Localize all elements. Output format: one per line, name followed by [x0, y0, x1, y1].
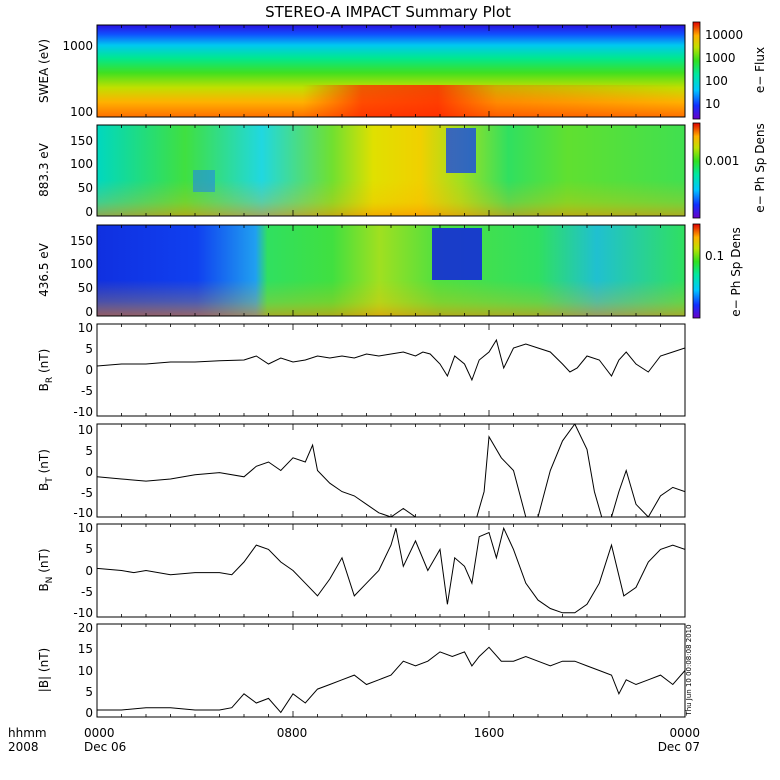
timestamp: Thu Jun 10 00:08:08 2010 [685, 624, 693, 716]
swea-hot-band [97, 85, 685, 117]
pad436-colorbar [692, 223, 701, 319]
pad883-ytick: 50 [78, 181, 93, 195]
x-tick-label: 0000 [669, 726, 700, 740]
bmag-line [97, 646, 685, 714]
pad436-dropout [432, 228, 482, 280]
bn-ylabel-main: B [37, 583, 51, 591]
bt-ytick: 0 [85, 465, 93, 479]
bn-ylabel: BN (nT) [37, 548, 55, 591]
bt-ytick: -10 [73, 506, 93, 520]
swea-ytick: 1000 [62, 39, 93, 53]
br-ytick: 10 [78, 321, 93, 335]
pad436-ylabel: 436.5 eV [37, 242, 51, 297]
line-yticks: 10 5 0 -5 -10 10 5 0 -5 -10 10 5 0 -5 -1… [73, 321, 93, 720]
bmag-ylabel: |B| (nT) [37, 648, 51, 692]
bt-panel: BT (nT) [37, 423, 686, 518]
bmag-ytick: 5 [85, 685, 93, 699]
swea-ylabel: SWEA (eV) [37, 39, 51, 103]
bt-frame [96, 423, 686, 518]
pad436-ytick: 50 [78, 281, 93, 295]
pad883-ytick: 100 [70, 157, 93, 171]
pad436-ytick: 0 [85, 305, 93, 319]
bn-ytick: -10 [73, 606, 93, 620]
x-date-label: Dec 07 [658, 740, 700, 754]
axis-ticks [96, 25, 686, 717]
br-ylabel-unit: (nT) [37, 349, 51, 377]
swea-cbar-tick: 100 [705, 74, 728, 88]
x-axis-labels: hhmm 2008 0000 0800 1600 0000 Dec 06 Dec… [8, 726, 700, 754]
pad883-panel: 883.3 eV 150 100 50 0 0.001 e− Ph Sp Den… [37, 122, 767, 219]
swea-colorbar [692, 21, 701, 120]
chart-title: STEREO-A IMPACT Summary Plot [265, 3, 511, 21]
pad436-low-pa-band [97, 280, 685, 316]
bt-ylabel-sub: T [45, 477, 55, 484]
pad883-ylabel: 883.3 eV [37, 142, 51, 197]
bn-ylabel-sub: N [45, 577, 55, 584]
bt-ylabel-main: B [37, 483, 51, 491]
pad436-panel: 436.5 eV 150 100 50 0 0.1 e− Ph Sp Dens [37, 223, 743, 319]
swea-panel: SWEA (eV) 1000 100 10000 1000 100 10 e− … [37, 21, 767, 120]
bn-ytick: 10 [78, 521, 93, 535]
pad883-colorbar [692, 122, 701, 219]
bn-ytick: 0 [85, 564, 93, 578]
bt-ytick: 10 [78, 423, 93, 437]
br-line [97, 338, 685, 382]
data-lines [97, 338, 685, 714]
br-ytick: 0 [85, 363, 93, 377]
x-date-label: Dec 06 [84, 740, 126, 754]
bn-ytick: 5 [85, 542, 93, 556]
swea-ytick: 100 [70, 105, 93, 119]
bt-ylabel-unit: (nT) [37, 449, 51, 477]
bmag-frame [96, 623, 686, 718]
bn-line [97, 526, 685, 614]
br-ylabel: BR (nT) [37, 349, 55, 392]
bt-ytick: 5 [85, 444, 93, 458]
bt-ylabel: BT (nT) [37, 449, 55, 491]
bn-ytick: -5 [81, 585, 93, 599]
x-row-label: hhmm [8, 726, 47, 740]
pad883-cbar-tick: 0.001 [705, 154, 739, 168]
bn-frame [96, 523, 686, 618]
bn-ylabel-unit: (nT) [37, 548, 51, 576]
br-ylabel-sub: R [45, 377, 55, 383]
bmag-ytick: 20 [78, 621, 93, 635]
x-tick-label: 1600 [474, 726, 505, 740]
pad883-low-pa-band [97, 180, 685, 216]
x-tick-label: 0000 [84, 726, 115, 740]
br-ylabel-main: B [37, 383, 51, 391]
br-ytick: 5 [85, 342, 93, 356]
pad883-ytick: 150 [70, 134, 93, 148]
pad883-cbar-label: e− Ph Sp Dens [753, 123, 767, 212]
pad436-cbar-label: e− Ph Sp Dens [729, 227, 743, 316]
pad883-dropout [193, 170, 215, 192]
x-year-label: 2008 [8, 740, 39, 754]
br-ytick: -5 [81, 384, 93, 398]
swea-cbar-tick: 10 [705, 97, 720, 111]
pad436-cbar-tick: 0.1 [705, 249, 724, 263]
bt-line [97, 424, 685, 517]
bmag-ytick: 0 [85, 706, 93, 720]
swea-cbar-label: e− Flux [753, 47, 767, 93]
br-ytick: -10 [73, 405, 93, 419]
swea-cbar-tick: 10000 [705, 28, 743, 42]
bt-ytick: -5 [81, 486, 93, 500]
pad436-ytick: 150 [70, 234, 93, 248]
swea-cbar-tick: 1000 [705, 51, 736, 65]
bmag-ytick: 10 [78, 664, 93, 678]
br-frame [96, 323, 686, 417]
bmag-ytick: 15 [78, 642, 93, 656]
pad883-dropout [446, 128, 476, 173]
pad883-ytick: 0 [85, 205, 93, 219]
br-panel: BR (nT) [37, 323, 686, 417]
bmag-panel: |B| (nT) Thu Jun 10 00:08:08 2010 [37, 623, 693, 718]
pad436-ytick: 100 [70, 257, 93, 271]
x-tick-label: 0800 [277, 726, 308, 740]
